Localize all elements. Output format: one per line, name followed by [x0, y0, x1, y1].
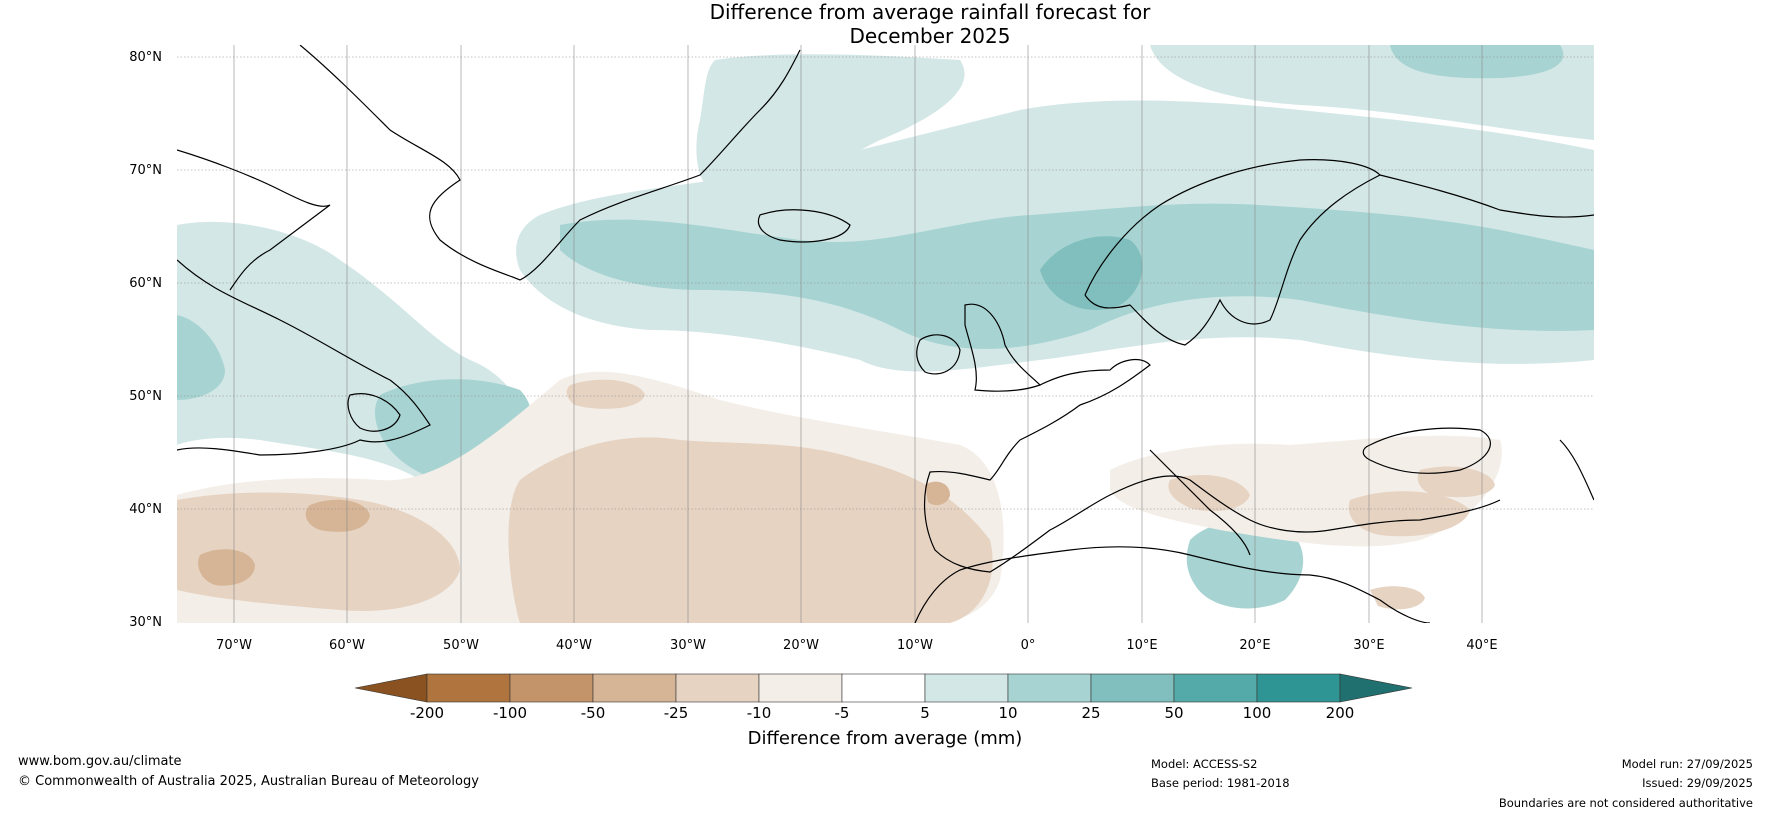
colorbar-segment — [675, 673, 760, 703]
footer-copyright: © Commonwealth of Australia 2025, Austra… — [18, 774, 479, 789]
coastlines — [177, 45, 1594, 623]
colorbar-segment — [841, 673, 926, 703]
colorbar-tick-label: -200 — [410, 704, 444, 722]
footer-model: Model: ACCESS-S2 — [1151, 757, 1258, 771]
footer-model-run: Model run: 27/09/2025 — [1621, 757, 1753, 771]
colorbar-tick-label: -25 — [664, 704, 689, 722]
colorbar-segment — [509, 673, 594, 703]
dry-area-iberia-core — [925, 481, 950, 506]
greenland-coast — [299, 45, 801, 281]
colorbar-tick-label: 50 — [1164, 704, 1183, 722]
dry-area-patch-1 — [566, 379, 645, 409]
britain-coast — [964, 303, 1042, 392]
lat-label-80n: 80°N — [129, 50, 162, 65]
lon-label-50w: 50°W — [443, 638, 479, 653]
wet-area-west-edge — [177, 315, 225, 400]
east-edge-coast — [1559, 439, 1594, 501]
colorbar-tick-label: 200 — [1326, 704, 1355, 722]
lon-label-10e: 10°E — [1126, 638, 1157, 653]
dry-area-core-west — [198, 549, 255, 586]
lat-label-50n: 50°N — [129, 389, 162, 404]
colorbar-extend-low — [354, 673, 428, 703]
lat-label-60n: 60°N — [129, 276, 162, 291]
wet-area-mediterranean — [1186, 520, 1304, 609]
lon-label-10w: 10°W — [897, 638, 933, 653]
footer-issued: Issued: 29/09/2025 — [1642, 776, 1753, 790]
ireland-coast — [916, 334, 961, 375]
colorbar-label: Difference from average (mm) — [748, 728, 1023, 749]
wet-area-norway-core — [1040, 236, 1143, 310]
title-line-1: Difference from average rainfall forecas… — [709, 0, 1151, 24]
colorbar-extend-high — [1339, 673, 1413, 703]
europe-coast — [923, 358, 1501, 573]
lon-label-30w: 30°W — [670, 638, 706, 653]
dry-area-adriatic — [1168, 475, 1250, 512]
colorbar-segment — [1256, 673, 1341, 703]
colorbar-tick-label: -5 — [835, 704, 850, 722]
colorbar-tick-label: -50 — [581, 704, 606, 722]
lon-labels: 70°W 60°W 50°W 40°W 30°W 20°W 10°W 0° 10… — [216, 638, 1498, 653]
colorbar-segment — [426, 673, 511, 703]
lon-label-20e: 20°E — [1239, 638, 1270, 653]
colorbar-tick-label: -100 — [493, 704, 527, 722]
dry-area-mid-atlantic — [508, 437, 993, 623]
colorbar-tick-label: 25 — [1081, 704, 1100, 722]
lon-label-40e: 40°E — [1466, 638, 1497, 653]
scandinavia-coast — [1084, 159, 1382, 346]
colorbar-tick-labels: -200 -100 -50 -25 -10 -5 5 10 25 50 100 … — [410, 704, 1354, 722]
lon-label-0: 0° — [1021, 638, 1036, 653]
africa-coast — [914, 546, 1431, 623]
newfoundland-coast — [347, 393, 401, 432]
map-field — [177, 45, 1594, 623]
labrador-coast — [177, 259, 431, 456]
dry-area-levant — [1370, 586, 1425, 610]
colorbar-segment — [1173, 673, 1258, 703]
colorbar-tick-label: 10 — [998, 704, 1017, 722]
colorbar-tick-label: 5 — [920, 704, 930, 722]
colorbar-segments — [354, 673, 1413, 703]
chart-title: Difference from average rainfall forecas… — [0, 0, 1770, 48]
colorbar-segment — [758, 673, 843, 703]
colorbar-segment — [1007, 673, 1092, 703]
lon-label-70w: 70°W — [216, 638, 252, 653]
colorbar: -200 -100 -50 -25 -10 -5 5 10 25 50 100 … — [354, 673, 1413, 749]
wet-area-barents-core — [1390, 45, 1564, 79]
footer-disclaimer: Boundaries are not considered authoritat… — [1498, 796, 1753, 810]
lat-labels: 80°N 70°N 60°N 50°N 40°N 30°N — [129, 50, 162, 630]
dry-area-core-west-2 — [305, 499, 370, 532]
dry-area-turkey — [1348, 491, 1470, 537]
dry-area-azores — [177, 492, 460, 611]
colorbar-tick-label: 100 — [1243, 704, 1272, 722]
lat-label-30n: 30°N — [129, 615, 162, 630]
black-sea-coast — [1362, 427, 1491, 474]
footer-website: www.bom.gov.au/climate — [18, 754, 182, 769]
lat-label-40n: 40°N — [129, 502, 162, 517]
lat-label-70n: 70°N — [129, 163, 162, 178]
baffin-coast — [177, 149, 331, 291]
colorbar-tick-label: -10 — [747, 704, 772, 722]
dry-area-black-sea — [1417, 466, 1495, 498]
title-line-2: December 2025 — [849, 24, 1011, 48]
iceland-coast — [757, 209, 851, 243]
lon-label-20w: 20°W — [783, 638, 819, 653]
wet-area-greenland-sea — [696, 54, 965, 201]
italy-coast — [1149, 449, 1251, 556]
colorbar-segment — [592, 673, 677, 703]
lon-label-30e: 30°E — [1353, 638, 1384, 653]
lon-label-60w: 60°W — [329, 638, 365, 653]
kola-coast — [1379, 174, 1594, 218]
map-gridlines — [177, 45, 1594, 623]
colorbar-segment — [1090, 673, 1175, 703]
colorbar-segment — [924, 673, 1009, 703]
footer-base-period: Base period: 1981-2018 — [1151, 776, 1290, 790]
lon-label-40w: 40°W — [556, 638, 592, 653]
